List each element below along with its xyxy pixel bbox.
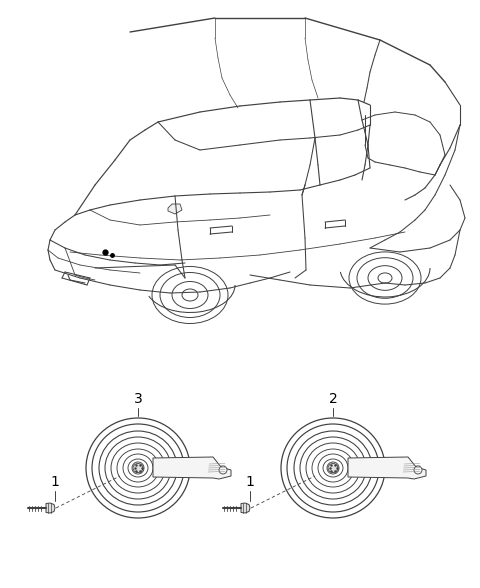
Polygon shape [153,457,231,479]
Polygon shape [348,457,426,479]
Circle shape [414,466,422,474]
Circle shape [219,466,227,474]
Text: 1: 1 [246,475,254,489]
Ellipse shape [328,463,338,473]
Text: 2: 2 [329,392,337,406]
Text: 3: 3 [133,392,143,406]
Polygon shape [168,204,182,214]
Text: 1: 1 [50,475,60,489]
Polygon shape [241,503,250,513]
Polygon shape [46,503,55,513]
Ellipse shape [133,463,143,473]
